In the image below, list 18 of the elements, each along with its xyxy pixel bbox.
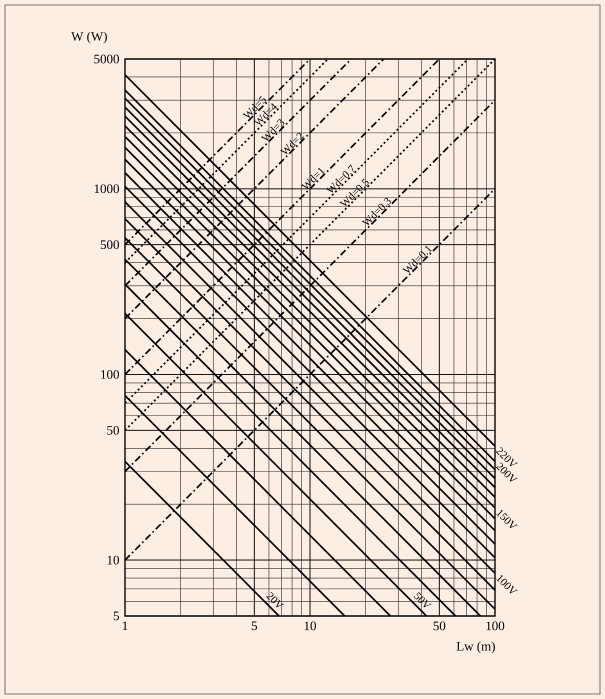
y-axis-title: W (W): [71, 32, 107, 44]
y-tick-label: 10: [108, 556, 119, 564]
x-tick-label: 5: [252, 622, 258, 630]
text: 100V: [496, 575, 518, 594]
y-tick-label: 5000: [94, 54, 119, 64]
text: 20V: [266, 592, 284, 608]
text: 150V: [496, 510, 518, 528]
x-axis-title: Lw (m): [456, 642, 495, 654]
x-tick-label: 10: [304, 622, 316, 630]
x-tick-label: 50: [434, 622, 446, 630]
text: 50V: [414, 592, 432, 608]
x-tick-label: 1: [122, 622, 128, 630]
y-tick-label: 500: [100, 240, 119, 250]
y-tick-label: 50: [107, 426, 119, 435]
x-tick-label: 100: [486, 622, 504, 630]
y-tick-label: 1000: [94, 184, 119, 194]
y-tick-label: 100: [101, 370, 119, 379]
y-tick-label: 5: [114, 612, 119, 620]
